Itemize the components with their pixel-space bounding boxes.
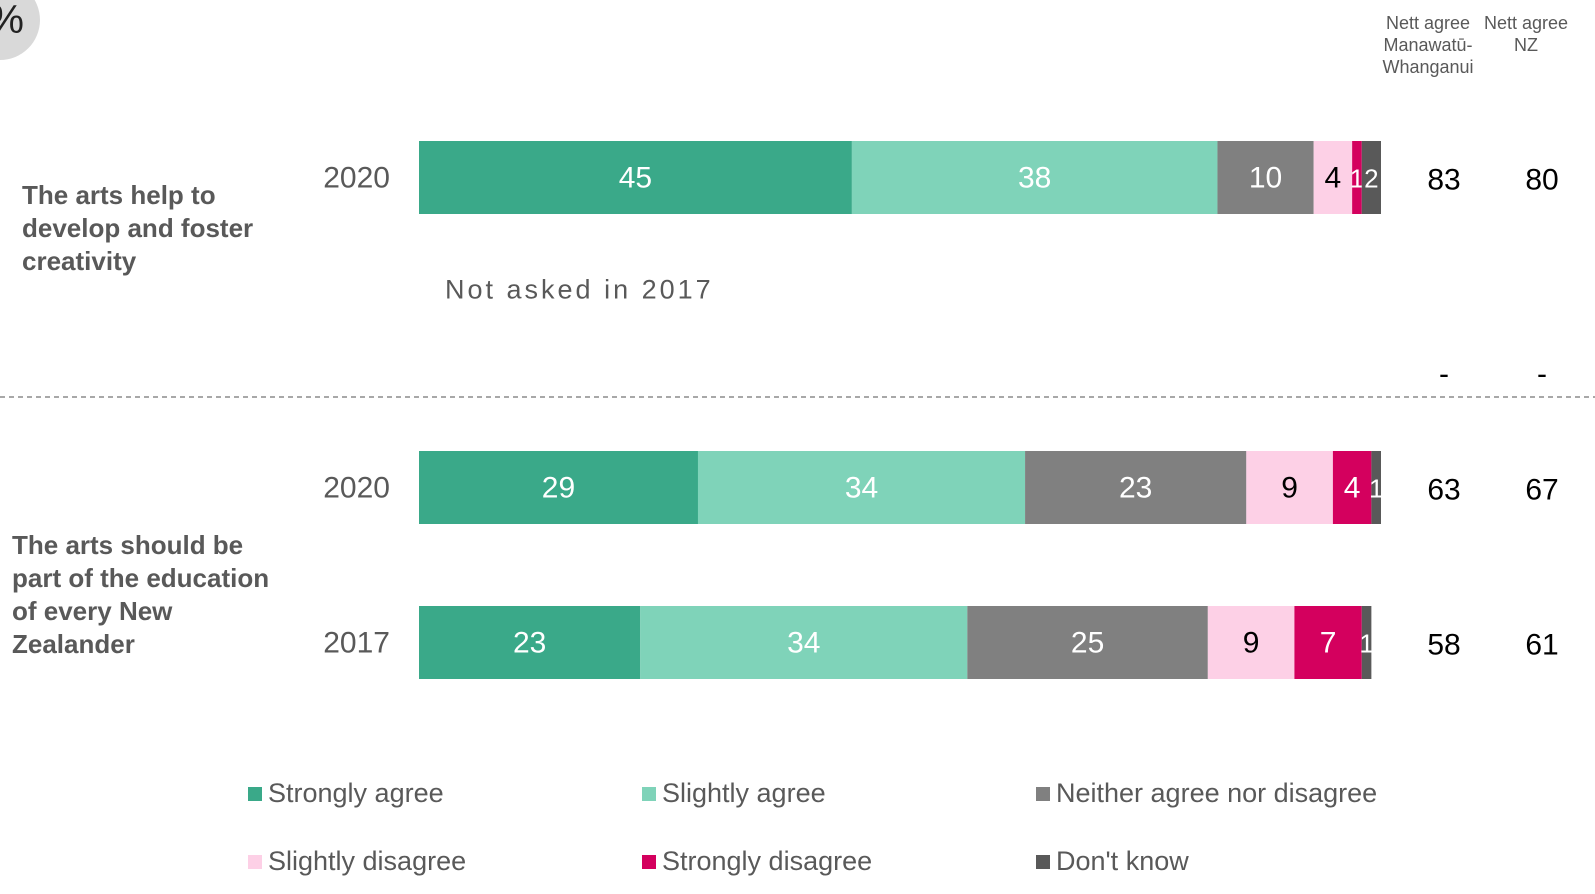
bar-segment	[851, 141, 1218, 214]
legend-item-slightly-disagree: Slightly disagree	[248, 846, 466, 877]
data-label: 9	[1243, 627, 1260, 660]
data-label: 23	[513, 627, 546, 660]
legend-label: Strongly disagree	[662, 846, 873, 876]
data-label: 7	[1320, 627, 1337, 660]
bar-segment	[1313, 141, 1353, 214]
nett-agree-nz-value: -	[1537, 358, 1547, 391]
legend-label: Don't know	[1056, 846, 1189, 876]
legend-item-dont-know: Don't know	[1036, 846, 1189, 877]
year-label: 2020	[323, 162, 390, 195]
data-label: 10	[1249, 162, 1282, 195]
data-label: 38	[1018, 162, 1051, 195]
legend-label: Strongly agree	[268, 778, 444, 808]
data-label: 23	[1119, 472, 1152, 505]
bar-segment	[419, 451, 698, 524]
legend-label: Slightly disagree	[268, 846, 467, 876]
column-header-nz: Nett agree NZ	[1483, 13, 1569, 55]
data-label: 34	[787, 627, 820, 660]
not-asked-note: Not asked in 2017	[445, 275, 714, 305]
legend-item-strongly-agree: Strongly agree	[248, 778, 444, 809]
legend-item-neither: Neither agree nor disagree	[1036, 778, 1377, 809]
legend-swatch	[248, 786, 262, 801]
data-label: 1	[1359, 629, 1373, 659]
data-label: 45	[619, 162, 652, 195]
bar-segment	[697, 451, 1026, 524]
nett-agree-nz-value: 80	[1525, 164, 1558, 197]
bar-segment	[1246, 451, 1333, 524]
data-label: 34	[845, 472, 878, 505]
nett-agree-region-value: -	[1439, 358, 1449, 391]
bar-segment	[1371, 451, 1381, 524]
statement-label-creativity: The arts help to develop and foster crea…	[22, 180, 254, 276]
data-label: 29	[542, 472, 575, 505]
legend-swatch	[642, 786, 656, 801]
data-label: 1	[1350, 164, 1364, 194]
year-label: 2017	[323, 627, 390, 660]
bar-segment	[419, 141, 852, 214]
legend-item-strongly-disagree: Strongly disagree	[642, 846, 872, 877]
bar-segment	[967, 606, 1208, 679]
legend-item-slightly-agree: Slightly agree	[642, 778, 826, 809]
bar-segment	[1352, 141, 1362, 214]
data-label: 1	[1369, 474, 1383, 504]
data-label: 4	[1344, 472, 1361, 505]
bar-segment	[1294, 606, 1362, 679]
legend-label: Neither agree nor disagree	[1056, 778, 1378, 808]
year-label: 2020	[323, 472, 390, 505]
nett-agree-region-value: 83	[1427, 164, 1460, 197]
bar-segment	[1025, 451, 1247, 524]
bar-segment	[1361, 606, 1372, 679]
data-label: 4	[1325, 162, 1342, 195]
nett-agree-region-value: 58	[1427, 629, 1460, 662]
nett-agree-nz-value: 61	[1525, 629, 1558, 662]
bar-segment	[640, 606, 968, 679]
data-label: 25	[1071, 627, 1104, 660]
percent-badge: %	[0, 0, 40, 60]
statement-label-education: The arts should be part of the education…	[12, 530, 270, 659]
legend-label: Slightly agree	[662, 778, 826, 808]
legend-swatch	[1036, 786, 1050, 801]
bar-segment	[1207, 606, 1295, 679]
bar-segment	[1332, 451, 1372, 524]
data-label: 9	[1281, 472, 1298, 505]
bar-segment	[1361, 141, 1381, 214]
bar-segment	[419, 606, 641, 679]
nett-agree-region-value: 63	[1427, 474, 1460, 507]
bar-segment	[1217, 141, 1314, 214]
legend-swatch	[1036, 854, 1050, 869]
data-label: 2	[1364, 164, 1378, 194]
legend-swatch	[642, 854, 656, 869]
legend-swatch	[248, 854, 262, 869]
nett-agree-nz-value: 67	[1525, 474, 1558, 507]
column-header-region: Nett agree Manawatū- Whanganui	[1382, 13, 1474, 77]
